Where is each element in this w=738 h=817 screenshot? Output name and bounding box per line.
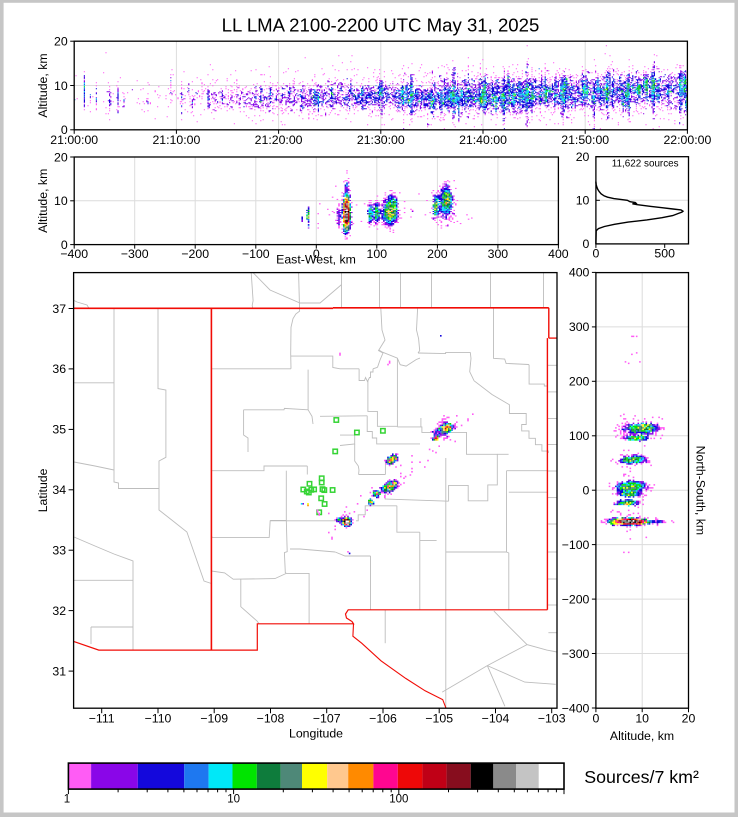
- svg-text:−400: −400: [60, 247, 88, 261]
- svg-text:−104: −104: [482, 712, 510, 726]
- svg-text:LL LMA 2100-2200 UTC May 31, 2: LL LMA 2100-2200 UTC May 31, 2025: [222, 15, 540, 36]
- svg-text:−111: −111: [89, 712, 115, 726]
- svg-text:100: 100: [389, 793, 408, 805]
- svg-text:36: 36: [52, 362, 66, 376]
- svg-text:200: 200: [427, 247, 448, 261]
- svg-text:21:50:00: 21:50:00: [561, 133, 609, 147]
- svg-text:100: 100: [367, 247, 388, 261]
- svg-text:−200: −200: [562, 592, 590, 606]
- svg-text:20: 20: [682, 712, 696, 726]
- svg-text:−110: −110: [145, 712, 172, 726]
- svg-text:0: 0: [592, 712, 599, 726]
- svg-text:10: 10: [635, 712, 649, 726]
- svg-text:−106: −106: [369, 712, 397, 726]
- svg-text:Latitude: Latitude: [36, 468, 50, 512]
- svg-text:North-South, km: North-South, km: [694, 446, 708, 536]
- svg-text:31: 31: [52, 664, 66, 678]
- svg-text:10: 10: [54, 194, 68, 208]
- svg-text:−300: −300: [121, 247, 149, 261]
- svg-text:11,622 sources: 11,622 sources: [612, 158, 679, 169]
- svg-text:−200: −200: [181, 247, 209, 261]
- svg-text:400: 400: [548, 247, 569, 261]
- svg-text:Altitude, km: Altitude, km: [610, 729, 674, 743]
- svg-text:0: 0: [583, 484, 590, 498]
- svg-text:−400: −400: [562, 701, 590, 715]
- svg-text:34: 34: [52, 483, 66, 497]
- svg-text:100: 100: [569, 429, 590, 443]
- svg-text:300: 300: [488, 247, 509, 261]
- svg-text:35: 35: [52, 423, 66, 437]
- svg-text:10: 10: [576, 194, 590, 208]
- svg-text:33: 33: [52, 544, 66, 558]
- svg-text:Longitude: Longitude: [289, 727, 343, 741]
- svg-text:21:00:00: 21:00:00: [50, 133, 98, 147]
- svg-text:21:40:00: 21:40:00: [459, 133, 507, 147]
- svg-text:20: 20: [54, 35, 68, 49]
- svg-text:East-West, km: East-West, km: [276, 253, 356, 267]
- svg-text:400: 400: [569, 266, 590, 280]
- svg-text:37: 37: [52, 302, 66, 316]
- svg-text:21:10:00: 21:10:00: [152, 133, 200, 147]
- svg-text:−100: −100: [242, 247, 270, 261]
- svg-text:0: 0: [583, 237, 590, 251]
- svg-text:500: 500: [654, 246, 675, 260]
- svg-text:−300: −300: [562, 647, 590, 661]
- svg-text:Sources/7 km²: Sources/7 km²: [584, 767, 699, 787]
- svg-text:−100: −100: [562, 538, 590, 552]
- svg-text:200: 200: [569, 375, 590, 389]
- svg-text:21:20:00: 21:20:00: [255, 133, 303, 147]
- svg-text:300: 300: [569, 320, 590, 334]
- svg-text:Altitude, km: Altitude, km: [36, 169, 50, 233]
- svg-text:Altitude, km: Altitude, km: [36, 53, 50, 117]
- svg-text:−108: −108: [257, 712, 285, 726]
- svg-text:21:30:00: 21:30:00: [357, 133, 405, 147]
- svg-text:10: 10: [227, 793, 240, 805]
- svg-text:10: 10: [54, 79, 68, 93]
- svg-text:−107: −107: [313, 712, 341, 726]
- svg-text:−105: −105: [425, 712, 453, 726]
- svg-text:0: 0: [61, 123, 68, 137]
- svg-text:−109: −109: [200, 712, 228, 726]
- svg-text:0: 0: [313, 247, 320, 261]
- svg-text:20: 20: [576, 150, 590, 164]
- svg-text:20: 20: [54, 150, 68, 164]
- svg-text:22:00:00: 22:00:00: [663, 133, 711, 147]
- svg-text:32: 32: [52, 604, 66, 618]
- svg-text:−103: −103: [538, 712, 566, 726]
- svg-text:0: 0: [61, 238, 68, 252]
- svg-text:0: 0: [592, 246, 599, 260]
- svg-text:1: 1: [64, 793, 70, 805]
